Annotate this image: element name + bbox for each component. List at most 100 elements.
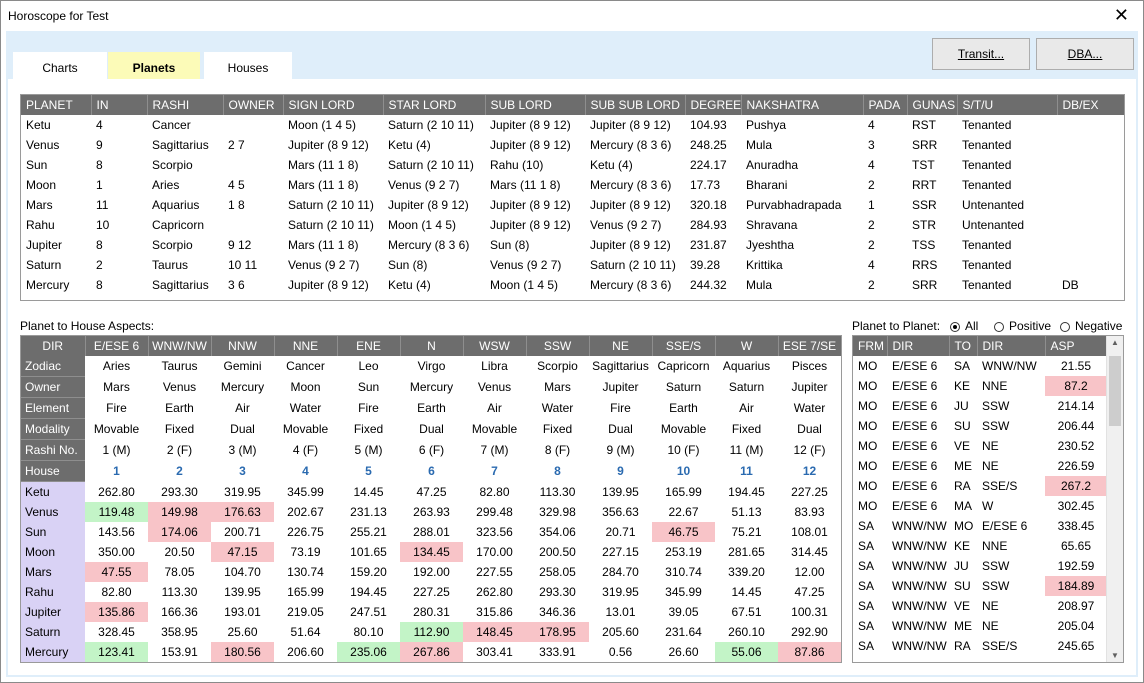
column-header[interactable]: WSW [463, 336, 527, 356]
column-header[interactable]: DIR [977, 336, 1046, 356]
table-row[interactable]: MO E/ESE 6 KE NNE 87.2 [853, 376, 1107, 396]
column-header[interactable]: PADA [863, 95, 908, 115]
table-row[interactable]: Jupiter 135.86 166.36 193.01 219.05 247.51 280… [21, 602, 841, 622]
table-row[interactable]: Ketu 4 Cancer Moon (1 4 5) Saturn (2 10 11) J… [21, 115, 1124, 135]
column-header[interactable]: RASHI [147, 95, 224, 115]
table-cell: 113.30 [539, 484, 576, 499]
table-row[interactable]: Moon 350.00 20.50 47.15 73.19 101.65 134.45 170… [21, 542, 841, 562]
table-row[interactable]: Rahu 10 Capricorn Saturn (2 10 11) Moon (1 4… [21, 215, 1124, 235]
table-cell: 310.74 [665, 565, 702, 579]
column-header[interactable]: N [400, 336, 464, 356]
table-row[interactable]: Sun 143.56 174.06 200.71 226.75 255.21 288.01 3… [21, 522, 841, 542]
table-cell: Tenanted [962, 178, 1012, 192]
table-row[interactable]: MO E/ESE 6 ME NE 226.59 [853, 456, 1107, 476]
column-header[interactable]: OWNER [223, 95, 284, 115]
column-header[interactable]: WNW/NW [148, 336, 212, 356]
table-cell: SA [858, 559, 875, 573]
column-header[interactable]: NAKSHATRA [741, 95, 864, 115]
column-header[interactable]: ENE [337, 336, 401, 356]
tab-houses[interactable]: Houses [204, 52, 292, 80]
column-header[interactable]: GUNAS [907, 95, 958, 115]
table-row[interactable]: MO E/ESE 6 RA SSE/S 267.2 [853, 476, 1107, 496]
table-cell: SSE/S [982, 479, 1018, 493]
tab-charts[interactable]: Charts [13, 52, 107, 80]
table-row[interactable]: Mercury 123.41 153.91 180.56 206.60 235.06 267… [21, 642, 841, 662]
table-cell: Tenanted [962, 158, 1012, 172]
radio-positive[interactable]: Positive [994, 319, 1051, 333]
scroll-down-icon[interactable]: ▼ [1111, 651, 1119, 660]
table-cell: Fire [610, 401, 631, 415]
table-row[interactable]: MO E/ESE 6 MA W 302.45 [853, 496, 1107, 516]
table-row[interactable]: Saturn 2 Taurus 10 11 Venus (9 2 7) Sun (8) Ve… [21, 255, 1124, 275]
column-header[interactable]: S/T/U [957, 95, 1058, 115]
column-header[interactable]: SSW [526, 336, 590, 356]
table-cell: WNW/NW [892, 599, 947, 613]
table-cell: KE [954, 379, 971, 393]
column-header[interactable]: IN [91, 95, 148, 115]
table-row[interactable]: SA WNW/NW MO E/ESE 6 338.45 [853, 516, 1107, 536]
table-row[interactable]: SA WNW/NW VE NE 208.97 [853, 596, 1107, 616]
table-cell: Mercury [220, 380, 265, 394]
column-header[interactable]: SUB SUB LORD [585, 95, 686, 115]
table-row[interactable]: SA WNW/NW SU SSW 184.89 [853, 576, 1107, 596]
column-header[interactable]: NE [589, 336, 653, 356]
radio-all[interactable]: All [950, 319, 978, 333]
table-row[interactable]: Sun 8 Scorpio Mars (11 1 8) Saturn (2 10 11)… [21, 155, 1124, 175]
table-cell: Krittika [746, 258, 783, 272]
table-cell: Aries [102, 359, 131, 374]
table-row[interactable]: MO E/ESE 6 VE NE 230.52 [853, 436, 1107, 456]
tab-planets[interactable]: Planets [108, 52, 200, 80]
column-header[interactable]: ASP [1045, 336, 1108, 356]
column-header[interactable]: DEGREE [685, 95, 742, 115]
table-row[interactable]: SA WNW/NW ME NE 205.04 [853, 616, 1107, 636]
column-header[interactable]: SUB LORD [485, 95, 586, 115]
table-cell: Venus (9 2 7) [288, 258, 360, 272]
column-header[interactable]: FRM [853, 336, 888, 356]
column-header[interactable]: NNW [211, 336, 275, 356]
transit-button[interactable]: Transit... [932, 38, 1030, 70]
table-cell: W [982, 499, 994, 513]
scroll-up-icon[interactable]: ▲ [1111, 338, 1119, 347]
negative-cell: 47.55 [85, 562, 148, 582]
table-row[interactable]: Venus 119.48 149.98 176.63 202.67 231.13 263.9… [21, 502, 841, 522]
table-row[interactable]: Saturn 328.45 358.95 25.60 51.64 80.10 112.90 1… [21, 622, 841, 642]
column-header[interactable]: TO [949, 336, 978, 356]
table-row[interactable]: Moon 1 Aries 4 5 Mars (11 1 8) Venus (9 2 7) M… [21, 175, 1124, 195]
table-row[interactable]: MO E/ESE 6 SA WNW/NW 21.55 [853, 356, 1107, 376]
scroll-thumb[interactable] [1109, 356, 1121, 426]
table-row[interactable]: MO E/ESE 6 SU SSW 206.44 [853, 416, 1107, 436]
table-row[interactable]: Mercury 8 Sagittarius 3 6 Jupiter (8 9 12) Ke… [21, 275, 1124, 295]
close-icon[interactable]: ✕ [1113, 5, 1129, 25]
table-row[interactable]: Rahu 82.80 113.30 139.95 165.99 194.45 227.25 2… [21, 582, 841, 602]
column-header[interactable]: STAR LORD [383, 95, 486, 115]
table-row[interactable]: Mars 47.55 78.05 104.70 130.74 159.20 192.00 22… [21, 562, 841, 582]
radio-negative[interactable]: Negative [1060, 319, 1122, 333]
column-header[interactable]: SIGN LORD [283, 95, 384, 115]
table-row[interactable]: SA WNW/NW RA SSE/S 245.65 [853, 636, 1107, 656]
column-header[interactable]: SSE/S [652, 336, 716, 356]
table-row[interactable]: Mars 11 Aquarius 1 8 Saturn (2 10 11) Jupiter… [21, 195, 1124, 215]
column-header[interactable]: DIR [21, 336, 86, 356]
column-header[interactable]: NNE [274, 336, 338, 356]
table-cell: Fixed [353, 422, 384, 436]
table-cell: Rahu [26, 218, 55, 232]
table-row[interactable]: MO E/ESE 6 JU SSW 214.14 [853, 396, 1107, 416]
column-header[interactable]: PLANET [21, 95, 92, 115]
p2p-scrollbar[interactable]: ▲ ▼ [1106, 336, 1123, 662]
column-header[interactable]: ESE 7/SE [778, 336, 841, 356]
column-header[interactable]: W [715, 336, 779, 356]
dba-button[interactable]: DBA... [1036, 38, 1134, 70]
column-header[interactable]: E/ESE 6 [85, 336, 149, 356]
column-header[interactable]: DIR [887, 336, 950, 356]
table-cell: 206.60 [287, 645, 324, 659]
column-header[interactable]: DB/EX [1057, 95, 1124, 115]
aspect-value: 302.45 [1057, 499, 1095, 513]
table-row[interactable]: SA WNW/NW JU SSW 192.59 [853, 556, 1107, 576]
table-row[interactable]: SA WNW/NW KE NNE 65.65 [853, 536, 1107, 556]
table-row[interactable]: Jupiter 8 Scorpio 9 12 Mars (11 1 8) Mercury … [21, 235, 1124, 255]
table-row[interactable]: Venus 9 Sagittarius 2 7 Jupiter (8 9 12) Ketu… [21, 135, 1124, 155]
table-row[interactable]: Ketu 262.80 293.30 319.95 345.99 14.45 47.25 82… [21, 481, 841, 502]
table-cell: 1 [868, 198, 875, 212]
table-cell: 293.30 [161, 484, 198, 499]
positive-cell: 235.06 [337, 642, 400, 662]
